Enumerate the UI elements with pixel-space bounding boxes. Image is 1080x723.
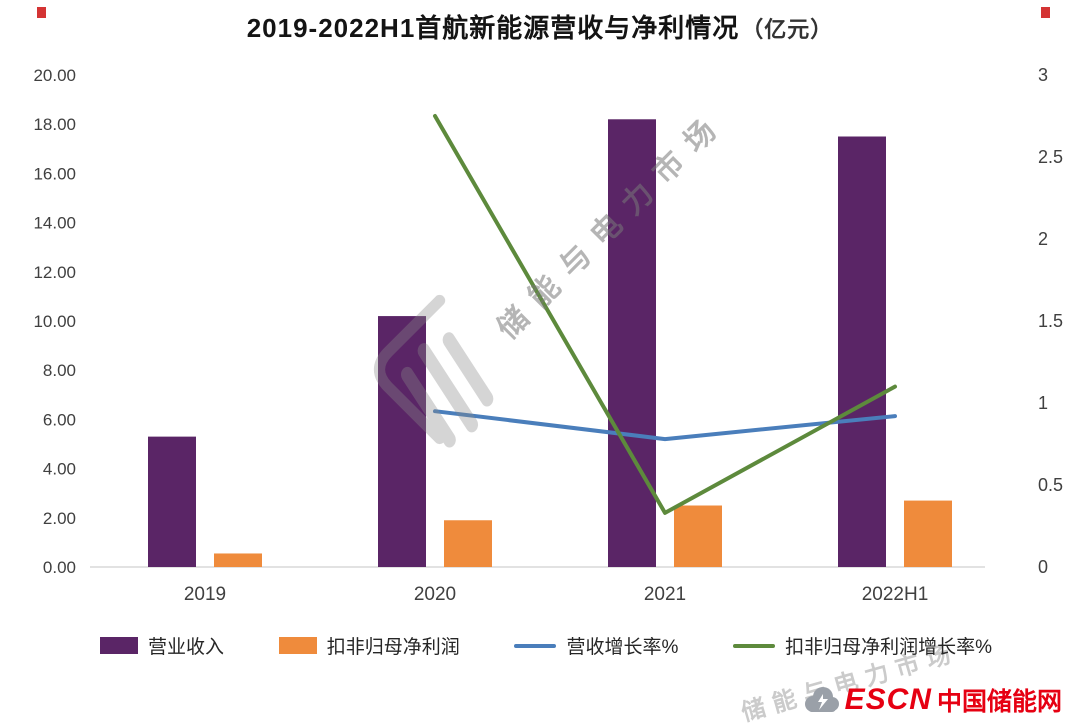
site-logo-escn: ESCN	[844, 683, 932, 716]
legend-swatch-net-profit	[278, 637, 317, 654]
bar-营业收入-2021	[608, 119, 656, 567]
bar-扣非归母净利润-2019	[214, 553, 262, 567]
right-axis-tick: 2	[1038, 229, 1048, 249]
left-axis-tick: 16.00	[33, 164, 76, 183]
left-axis-tick: 0.00	[43, 558, 76, 577]
right-axis-tick: 3	[1038, 65, 1048, 85]
x-axis-label: 2019	[184, 584, 226, 605]
chart-title-main: 2019-2022H1首航新能源营收与净利情况	[246, 13, 740, 43]
bar-扣非归母净利润-2021	[674, 505, 722, 567]
legend-swatch-profit-growth	[733, 643, 776, 648]
legend-swatch-revenue	[100, 637, 138, 654]
right-axis-tick: 1.5	[1038, 311, 1063, 331]
right-axis-tick: 0.5	[1038, 475, 1063, 495]
left-axis-tick: 20.00	[33, 66, 76, 85]
left-axis-tick: 14.00	[33, 214, 76, 233]
x-axis-label: 2022H1	[862, 584, 929, 605]
left-axis-tick: 4.00	[43, 460, 76, 479]
bar-扣非归母净利润-2022H1	[904, 500, 952, 567]
legend-item-net-profit: 扣非归母净利润	[278, 632, 460, 659]
left-axis-tick: 10.00	[33, 312, 76, 331]
left-axis-tick: 18.00	[33, 115, 76, 134]
left-axis-tick: 12.00	[33, 263, 76, 282]
chart-title-unit: （亿元）	[741, 17, 834, 42]
x-axis-label: 2020	[414, 584, 456, 605]
left-axis-tick: 6.00	[43, 410, 76, 429]
chart-title: 2019-2022H1首航新能源营收与净利情况（亿元）	[0, 8, 1080, 45]
bar-营业收入-2020	[378, 316, 426, 567]
bar-营业收入-2022H1	[838, 136, 886, 567]
legend-item-revenue-growth: 营收增长率%	[514, 632, 678, 659]
legend-label-revenue-growth: 营收增长率%	[566, 637, 679, 658]
site-logo-name: 中国储能网	[936, 688, 1062, 716]
legend-swatch-revenue-growth	[514, 643, 557, 648]
legend-label-revenue: 营业收入	[148, 637, 225, 658]
legend: 营业收入 扣非归母净利润 营收增长率% 扣非归母净利润增长率%	[100, 632, 992, 659]
legend-item-profit-growth: 扣非归母净利润增长率%	[733, 632, 992, 659]
left-axis-tick: 2.00	[43, 509, 76, 528]
corner-mark-left	[37, 7, 46, 18]
bar-扣非归母净利润-2020	[444, 520, 492, 567]
left-axis-tick: 8.00	[43, 361, 76, 380]
chart-canvas: 0.00 2.00 4.00 6.00 8.00 10.00 12.00 14.00 16.00…	[33, 65, 1063, 605]
right-axis-tick: 0	[1038, 557, 1048, 577]
corner-mark-right	[1041, 7, 1050, 18]
legend-item-revenue: 营业收入	[100, 632, 224, 659]
cloud-icon	[804, 687, 839, 712]
right-axis-tick: 1	[1038, 393, 1048, 413]
line-扣非归母净利润增长率%	[433, 114, 897, 515]
legend-label-profit-growth: 扣非归母净利润增长率%	[785, 637, 992, 658]
bar-营业收入-2019	[148, 436, 196, 567]
site-logo: ESCN 中国储能网	[802, 682, 1062, 718]
line-营收增长率%	[433, 409, 897, 442]
x-axis-label: 2021	[644, 584, 686, 605]
legend-label-net-profit: 扣非归母净利润	[326, 637, 460, 658]
right-axis-tick: 2.5	[1038, 147, 1063, 167]
